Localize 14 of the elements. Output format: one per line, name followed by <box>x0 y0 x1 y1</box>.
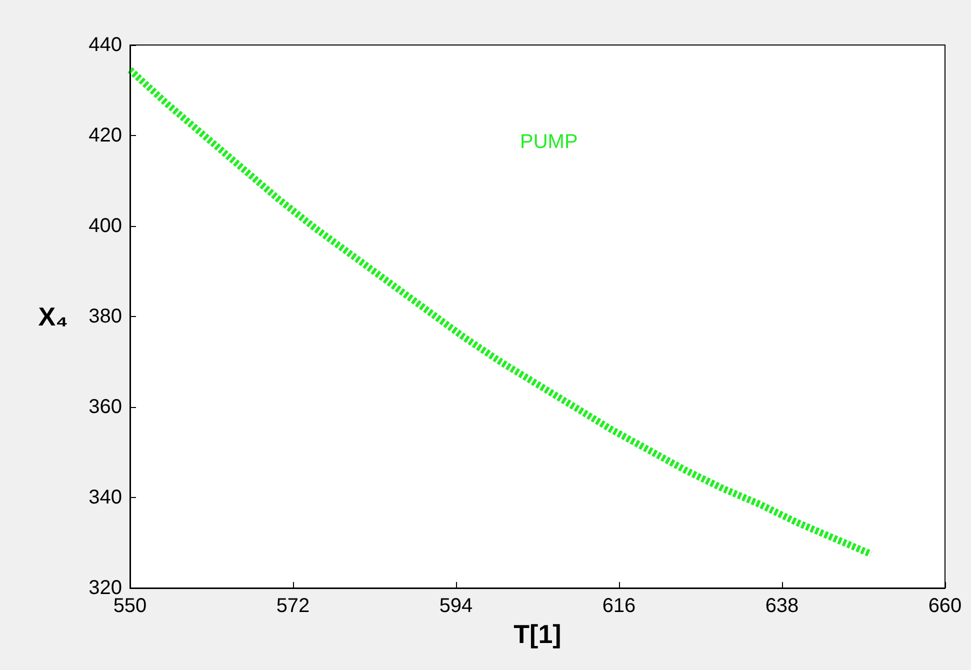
y-tick-label: 380 <box>88 306 122 328</box>
y-tick-label: 420 <box>88 124 122 146</box>
y-tick-label: 440 <box>88 34 122 56</box>
x-tick-label: 572 <box>276 595 310 617</box>
x-tick-label: 594 <box>439 595 473 617</box>
y-axis-title: X₄ <box>38 302 68 332</box>
x-tick-label: 660 <box>928 595 962 617</box>
x-tick-label: 638 <box>765 595 799 617</box>
y-tick-label: 340 <box>88 486 122 508</box>
x-tick-label: 616 <box>602 595 636 617</box>
y-tick-label: 400 <box>88 215 122 237</box>
x-axis-title: T[1] <box>514 618 562 649</box>
y-tick-label: 360 <box>88 396 122 418</box>
text: PUMP <box>520 131 578 153</box>
